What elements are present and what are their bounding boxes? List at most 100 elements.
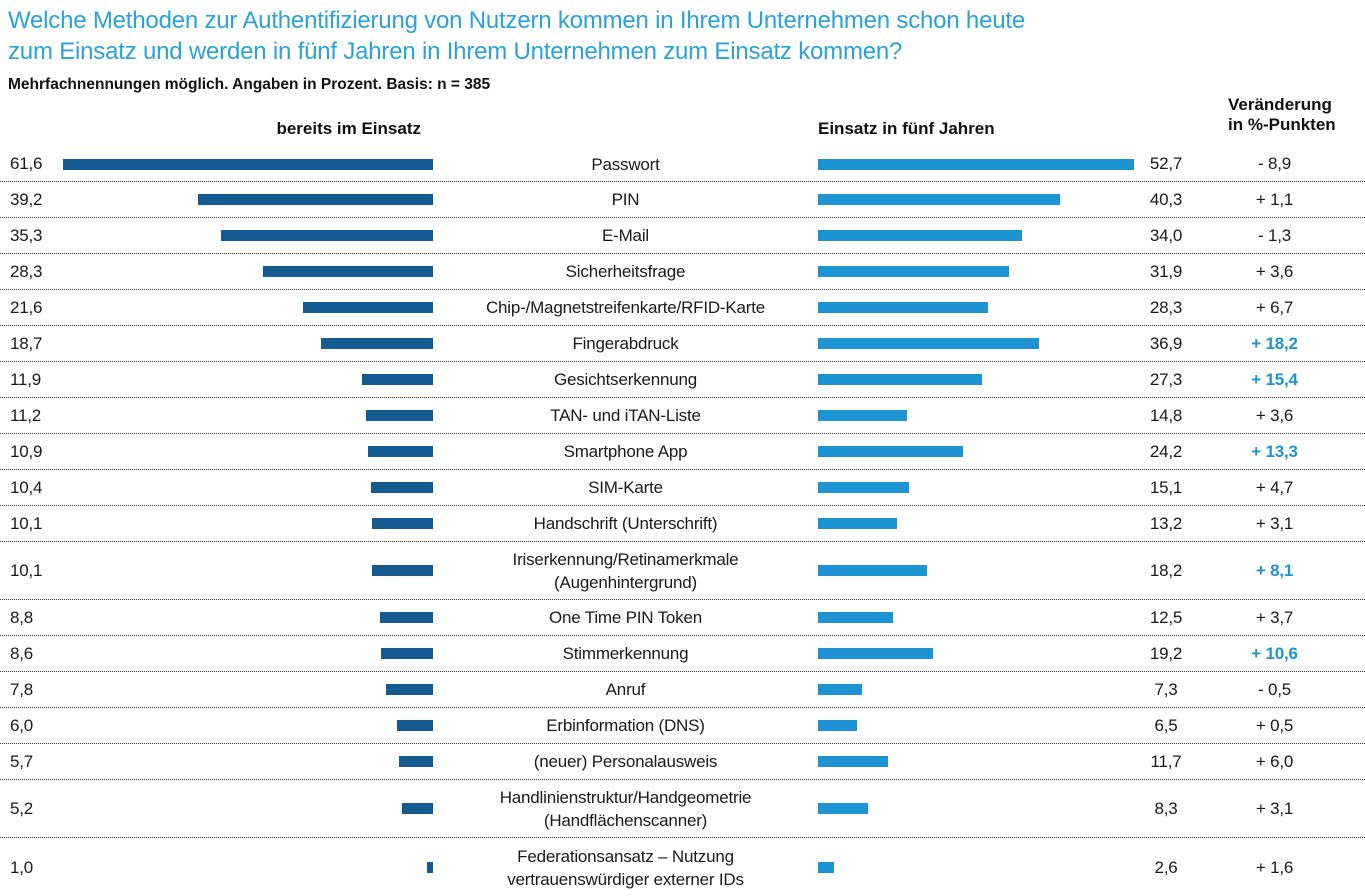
category-label: One Time PIN Token: [433, 606, 818, 629]
left-series-header: bereits im Einsatz: [276, 119, 421, 138]
category-label-line: SIM-Karte: [588, 478, 663, 497]
current-bar-cell: [60, 862, 433, 873]
current-bar: [397, 720, 433, 731]
current-value-label: 6,0: [10, 715, 34, 735]
chart-row: 21,6 Chip-/Magnetstreifenkarte/RFID-Karte…: [0, 289, 1365, 325]
current-value-label: 18,7: [10, 333, 43, 353]
change-value-label: + 3,1: [1255, 798, 1294, 818]
current-value-label: 61,6: [10, 154, 43, 173]
future-bar: [818, 612, 893, 623]
future-bar: [818, 410, 907, 421]
category-label: Federationsansatz – Nutzung vertrauenswür…: [433, 845, 818, 891]
chart-subtitle: Mehrfachnennungen möglich. Angaben in Pr…: [8, 76, 491, 93]
category-label-line: Anruf: [605, 680, 646, 699]
current-bar: [263, 266, 433, 277]
chart-row: 1,0 Federationsansatz – Nutzung vertrauens…: [0, 837, 1365, 896]
future-bar: [818, 720, 857, 731]
change-value-label: + 10,6: [1251, 643, 1298, 663]
future-value-label: 24,2: [1149, 441, 1183, 461]
future-bar-cell: [818, 565, 1140, 576]
change-header: Veränderung in %-Punkten: [1192, 95, 1365, 135]
category-label-line: Handlinienstruktur/Handgeometrie: [499, 787, 752, 807]
current-bar-cell: [60, 230, 433, 241]
change-value-label: + 13,3: [1251, 441, 1298, 461]
chart-title-line2: zum Einsatz und werden in fünf Jahren in…: [8, 38, 903, 65]
future-bar: [818, 565, 928, 576]
future-bar: [818, 338, 1040, 349]
future-value-label: 7,3: [1154, 679, 1178, 699]
category-label: Fingerabdruck: [433, 332, 818, 355]
category-label-line: One Time PIN Token: [549, 608, 702, 627]
current-bar: [380, 612, 433, 623]
current-bar-cell: [60, 565, 433, 576]
future-bar-cell: [818, 862, 1140, 873]
future-value-label: 19,2: [1149, 643, 1183, 663]
current-bar: [398, 756, 433, 767]
chart-rows: 61,6 Passwort 52,7 - 8,9 39,2 PIN 40,3 + 1,1 35,…: [0, 147, 1365, 896]
category-label-line: Gesichtserkennung: [553, 370, 698, 389]
category-label-line: Sicherheitsfrage: [565, 262, 686, 281]
future-bar: [818, 684, 862, 695]
current-bar-cell: [60, 194, 433, 205]
category-label-line: E-Mail: [602, 226, 649, 245]
chart-row: 11,2 TAN- und iTAN-Liste 14,8 + 3,6: [0, 397, 1365, 433]
category-label-line: Fingerabdruck: [572, 334, 679, 353]
current-bar: [303, 302, 433, 313]
current-value-label: 8,8: [10, 607, 34, 627]
future-bar: [818, 482, 909, 493]
right-series-header: Einsatz in fünf Jahren: [818, 119, 995, 138]
current-bar-cell: [60, 648, 433, 659]
change-value-label: + 3,1: [1255, 513, 1294, 533]
change-value-label: + 3,6: [1255, 261, 1294, 281]
category-label: Anruf: [433, 678, 818, 701]
future-value-label: 34,0: [1149, 225, 1183, 245]
category-label-line: Erbinformation (DNS): [546, 716, 705, 735]
change-value-label: + 4,7: [1255, 477, 1294, 497]
future-bar-cell: [818, 158, 1140, 170]
chart-row: 10,4 SIM-Karte 15,1 + 4,7: [0, 469, 1365, 505]
current-value-label: 7,8: [10, 679, 34, 699]
current-bar-cell: [60, 482, 433, 493]
category-label: Stimmerkennung: [433, 642, 818, 665]
chart-row: 7,8 Anruf 7,3 - 0,5: [0, 671, 1365, 707]
change-value-label: + 18,2: [1251, 333, 1298, 353]
future-bar-cell: [818, 756, 1140, 767]
current-bar-cell: [60, 518, 433, 529]
current-bar-cell: [60, 158, 433, 170]
future-value-label: 36,9: [1149, 333, 1183, 353]
category-label: PIN: [433, 188, 818, 211]
chart-row: 5,2 Handlinienstruktur/Handgeometrie (Hand…: [0, 779, 1365, 837]
category-label-line: Federationsansatz – Nutzung: [517, 846, 734, 866]
future-bar: [818, 446, 964, 457]
current-bar: [370, 482, 433, 493]
change-value-label: + 3,6: [1255, 405, 1294, 425]
category-label: Passwort: [433, 153, 818, 176]
current-bar-cell: [60, 338, 433, 349]
future-value-label: 6,5: [1154, 715, 1178, 735]
category-label-line: PIN: [611, 190, 640, 209]
future-bar-cell: [818, 446, 1140, 457]
future-bar: [818, 803, 868, 814]
chart-row: 8,6 Stimmerkennung 19,2 + 10,6: [0, 635, 1365, 671]
current-bar: [361, 374, 433, 385]
category-label-line: Smartphone App: [563, 442, 688, 461]
future-bar-cell: [818, 612, 1140, 623]
change-header-line2: in %-Punkten: [1228, 115, 1336, 134]
current-bar-cell: [60, 302, 433, 313]
category-label: Handschrift (Unterschrift): [433, 512, 818, 535]
current-value-label: 1,0: [10, 857, 34, 877]
chart-row: 8,8 One Time PIN Token 12,5 + 3,7: [0, 599, 1365, 635]
change-value-label: + 6,0: [1255, 751, 1294, 771]
current-bar: [386, 684, 433, 695]
future-bar-cell: [818, 230, 1140, 241]
future-bar-cell: [818, 410, 1140, 421]
chart-row: 18,7 Fingerabdruck 36,9 + 18,2: [0, 325, 1365, 361]
current-value-label: 11,2: [10, 405, 42, 425]
current-value-label: 35,3: [10, 225, 43, 245]
current-bar: [372, 565, 433, 576]
category-label: Smartphone App: [433, 440, 818, 463]
category-label-line: (Augenhintergrund): [554, 572, 697, 592]
chart-row: 39,2 PIN 40,3 + 1,1: [0, 181, 1365, 217]
category-label: Chip-/Magnetstreifenkarte/RFID-Karte: [433, 296, 818, 319]
category-label: Gesichtserkennung: [433, 368, 818, 391]
